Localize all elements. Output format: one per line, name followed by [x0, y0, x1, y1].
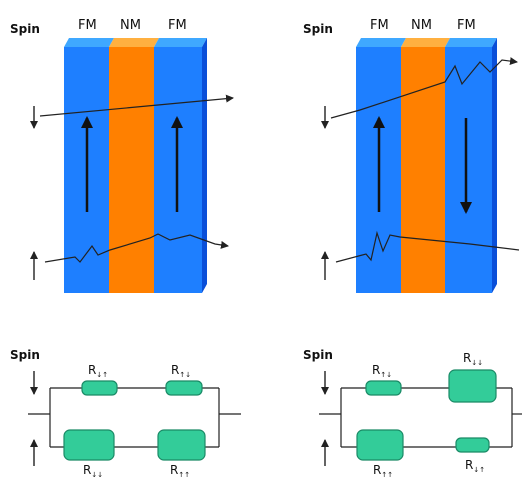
right-resistor-top-1: [365, 380, 402, 396]
right-nm-layer: [401, 47, 445, 293]
left-nm-top: [109, 38, 159, 47]
left-resistor-top-2-label: R↑↓: [171, 363, 191, 379]
right-resistor-top-1-label: R↑↓: [372, 363, 392, 379]
right-resistor-top-2: [448, 369, 497, 403]
left-circuit-spin-label: Spin: [10, 348, 40, 362]
left-resistor-circuit: [28, 371, 241, 466]
right-fm2-label: FM: [457, 18, 476, 33]
left-spin-valve-stack: Spin FM NM FM: [10, 18, 234, 293]
right-nm-label: NM: [411, 18, 432, 33]
right-stack-side: [492, 38, 497, 293]
left-resistor-top-1: [81, 380, 118, 396]
right-spin-valve-stack: Spin FM NM FM: [303, 18, 520, 293]
right-spin-down-electron-path: [330, 57, 518, 119]
left-spin-down-electron-path: [39, 94, 234, 117]
left-resistor-bottom-2: [157, 429, 206, 461]
left-resistor-bottom-2-label: R↑↑: [170, 463, 190, 479]
right-fm2-layer: [445, 47, 492, 293]
left-resistor-bottom-1-label: R↓↓: [83, 463, 103, 479]
right-resistor-bottom-1-label: R↑↑: [373, 463, 393, 479]
right-resistor-bottom-1: [356, 429, 404, 461]
right-fm1-top: [356, 38, 406, 47]
left-stack-side: [202, 38, 207, 293]
left-resistor-top-2: [165, 380, 203, 396]
right-fm1-label: FM: [370, 18, 389, 33]
right-spin-up-electron-path: [335, 230, 520, 263]
right-circuit-spin-label: Spin: [303, 348, 333, 362]
left-nm-label: NM: [120, 18, 141, 33]
right-resistor-bottom-2-label: R↓↑: [465, 458, 485, 474]
right-nm-top: [401, 38, 450, 47]
right-resistor-bottom-2: [455, 437, 490, 453]
left-fm2-top: [154, 38, 207, 47]
left-fm1-label: FM: [78, 18, 97, 33]
left-fm1-top: [64, 38, 114, 47]
right-spin-label: Spin: [303, 22, 333, 36]
left-spin-label: Spin: [10, 22, 40, 36]
right-resistor-top-2-label: R↓↓: [463, 351, 483, 367]
right-fm2-top: [445, 38, 497, 47]
left-fm2-label: FM: [168, 18, 187, 33]
left-nm-layer: [109, 47, 154, 293]
left-resistor-top-1-label: R↓↑: [88, 363, 108, 379]
left-resistor-bottom-1: [63, 429, 115, 461]
left-spin-up-electron-path: [44, 233, 229, 263]
